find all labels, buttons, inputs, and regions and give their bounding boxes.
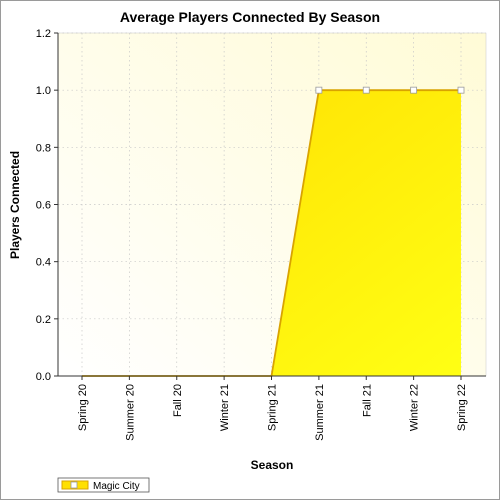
x-axis-label: Season xyxy=(251,458,294,472)
y-tick-label: 0.2 xyxy=(36,314,51,326)
data-point-marker xyxy=(315,86,323,94)
data-point-marker xyxy=(410,86,418,94)
legend-entry-label: Magic City xyxy=(93,481,140,492)
x-tick-label: Winter 22 xyxy=(409,384,421,431)
x-tick-label: Spring 22 xyxy=(456,384,468,431)
y-tick-label: 0.0 xyxy=(36,371,51,383)
x-tick-label: Spring 21 xyxy=(267,384,279,431)
data-point-marker xyxy=(457,86,465,94)
x-tick-label: Fall 20 xyxy=(172,384,184,417)
data-point-marker xyxy=(362,86,370,94)
x-tick-label: Summer 21 xyxy=(314,384,326,441)
legend: Magic City xyxy=(57,477,150,493)
chart-title: Average Players Connected By Season xyxy=(120,9,380,25)
series-area-magic-city xyxy=(82,90,461,377)
y-axis-label: Players Connected xyxy=(8,151,22,259)
x-tick-labels: Spring 20 Summer 20 Fall 20 Winter 21 Spring… xyxy=(77,376,468,441)
y-tick-label: 0.4 xyxy=(36,257,51,269)
legend-marker xyxy=(70,481,78,489)
x-tick-label: Winter 21 xyxy=(219,384,231,431)
y-tick-label: 1.0 xyxy=(36,85,51,97)
y-tick-labels: 0.0 0.2 0.4 0.6 0.8 1.0 1.2 xyxy=(36,28,58,383)
x-tick-label: Summer 20 xyxy=(124,384,136,441)
y-tick-label: 0.6 xyxy=(36,200,51,212)
x-tick-label: Fall 21 xyxy=(361,384,373,417)
y-tick-label: 1.2 xyxy=(36,28,51,40)
y-tick-label: 0.8 xyxy=(36,142,51,154)
x-tick-label: Spring 20 xyxy=(77,384,89,431)
